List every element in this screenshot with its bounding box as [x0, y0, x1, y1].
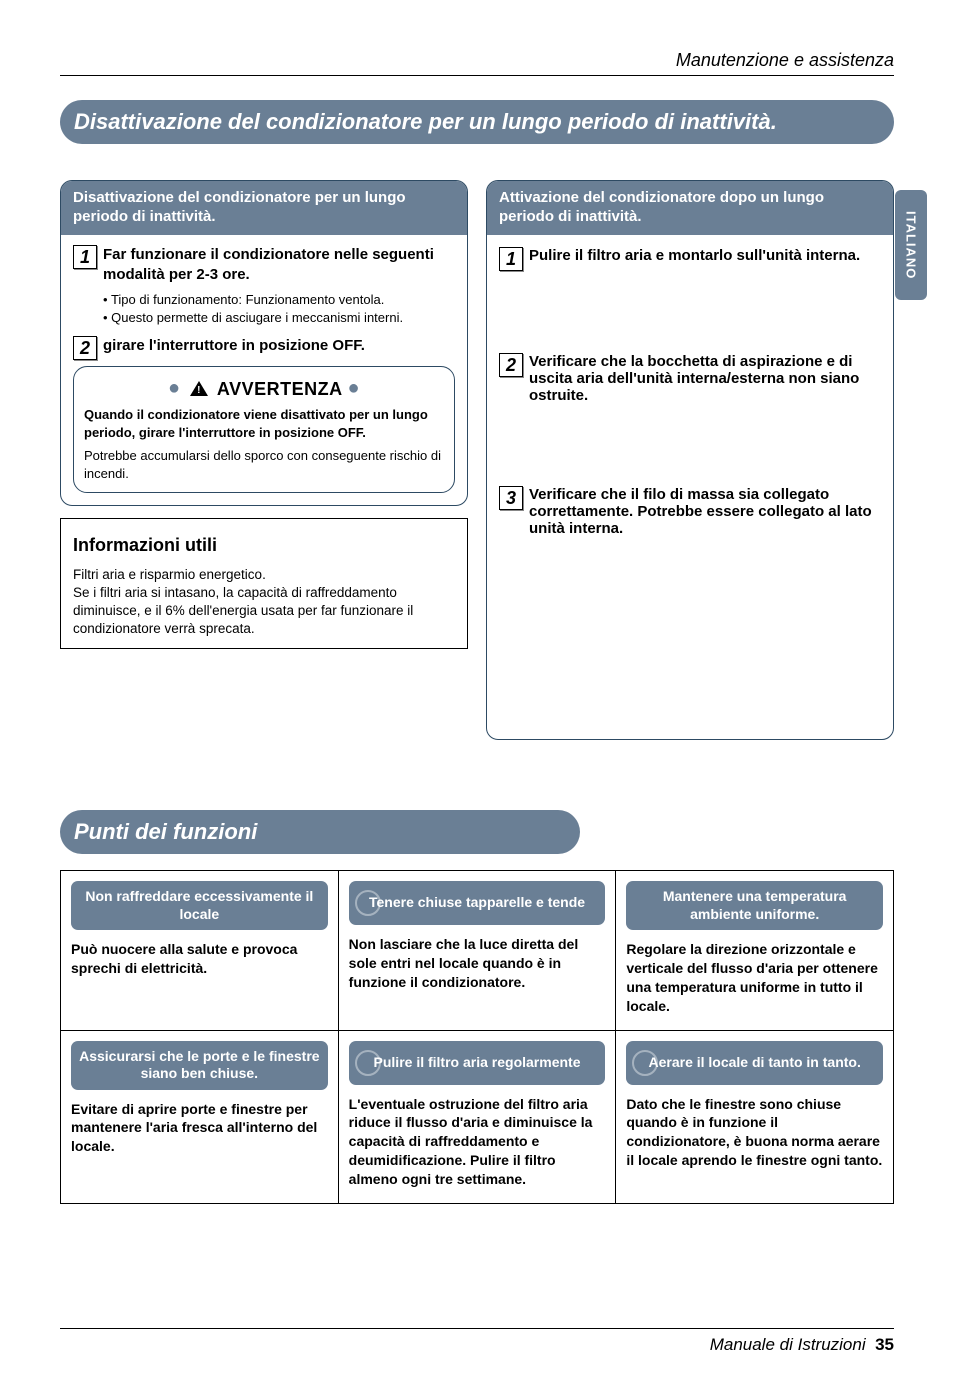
cell-r1c2-text: Non lasciare che la luce diretta del sol… [349, 935, 606, 992]
info-title: Informazioni utili [73, 533, 455, 557]
grid-table: Non raffreddare eccessivamente il locale… [60, 870, 894, 1204]
info-box: Informazioni utili Filtri aria e risparm… [60, 518, 468, 649]
section-title: Manutenzione e assistenza [676, 50, 894, 70]
r-step-2-text: Verificare che la bocchetta di aspirazio… [529, 353, 881, 404]
step-1-number: 1 [73, 245, 97, 269]
right-box: Attivazione del condizionatore dopo un l… [486, 180, 894, 740]
header: Manutenzione e assistenza [60, 50, 894, 76]
cell-r1c3: Mantenere una temperatura ambiente unifo… [616, 871, 894, 1031]
page: Manutenzione e assistenza Disattivazione… [0, 0, 954, 1400]
warning-dot-right-icon: ● [347, 377, 360, 399]
warning-box: ● AVVERTENZA ● Quando il condizionatore … [73, 366, 455, 493]
warning-triangle-icon [190, 381, 208, 396]
cell-r2c3-header: Aerare il locale di tanto in tanto. [626, 1041, 883, 1085]
cell-r2c3-text: Dato che le finestre sono chiuse quando … [626, 1095, 883, 1171]
r-step-3-number: 3 [499, 486, 523, 510]
footer: Manuale di Istruzioni 35 [60, 1328, 894, 1355]
step-1-sub: Tipo di funzionamento: Funzionamento ven… [103, 291, 455, 326]
r-step-1: 1 Pulire il filtro aria e montarlo sull'… [499, 247, 881, 271]
step-1-bullet-1: Tipo di funzionamento: Funzionamento ven… [103, 291, 455, 309]
cell-r1c1-text: Può nuocere alla salute e provoca sprech… [71, 940, 328, 978]
warning-p2: Potrebbe accumularsi dello sporco con co… [84, 447, 444, 482]
footer-label: Manuale di Istruzioni [710, 1335, 866, 1354]
right-box-header: Attivazione del condizionatore dopo un l… [487, 181, 893, 235]
cell-r2c3: Aerare il locale di tanto in tanto. Dato… [616, 1030, 894, 1203]
warning-label: AVVERTENZA [217, 379, 342, 399]
step-2: 2 girare l'interruttore in posizione OFF… [73, 336, 455, 360]
step-1-text: Far funzionare il condizionatore nelle s… [103, 245, 455, 286]
grid-row-2: Assicurarsi che le porte e le finestre s… [61, 1030, 894, 1203]
step-2-number: 2 [73, 336, 97, 360]
banner-punti: Punti dei funzioni [60, 810, 580, 854]
cell-r2c2: Pulire il filtro aria regolarmente L'eve… [338, 1030, 616, 1203]
left-box-body: 1 Far funzionare il condizionatore nelle… [61, 235, 467, 506]
left-box: Disattivazione del condizionatore per un… [60, 180, 468, 506]
r-step-2: 2 Verificare che la bocchetta di aspiraz… [499, 353, 881, 404]
info-body: Filtri aria e risparmio energetico. Se i… [73, 566, 455, 639]
warning-dot-left-icon: ● [168, 377, 181, 399]
left-column: Disattivazione del condizionatore per un… [60, 180, 468, 649]
cell-r2c1-header: Assicurarsi che le porte e le finestre s… [71, 1041, 328, 1090]
cell-r1c1-header: Non raffreddare eccessivamente il locale [71, 881, 328, 930]
grid-row-1: Non raffreddare eccessivamente il locale… [61, 871, 894, 1031]
warning-p1: Quando il condizionatore viene disattiva… [84, 406, 444, 441]
step-1-bullet-2: Questo permette di asciugare i meccanism… [103, 309, 455, 327]
cell-r1c2: Tenere chiuse tapparelle e tende Non las… [338, 871, 616, 1031]
right-column: Attivazione del condizionatore dopo un l… [486, 180, 894, 752]
r-step-3: 3 Verificare che il filo di massa sia co… [499, 486, 881, 537]
r-step-1-text: Pulire il filtro aria e montarlo sull'un… [529, 247, 881, 264]
language-tab-label: ITALIANO [904, 211, 919, 279]
right-steps: 1 Pulire il filtro aria e montarlo sull'… [487, 235, 893, 537]
left-box-header: Disattivazione del condizionatore per un… [61, 181, 467, 235]
cell-r2c1-text: Evitare di aprire porte e finestre per m… [71, 1100, 328, 1157]
cell-r2c2-header: Pulire il filtro aria regolarmente [349, 1041, 606, 1085]
cell-r1c3-header: Mantenere una temperatura ambiente unifo… [626, 881, 883, 930]
step-2-title: girare l'interruttore in posizione OFF. [103, 336, 455, 356]
header-rule [60, 75, 894, 76]
banner-disattivazione: Disattivazione del condizionatore per un… [60, 100, 894, 144]
step-1-title: Far funzionare il condizionatore nelle s… [103, 245, 455, 286]
step-1: 1 Far funzionare il condizionatore nelle… [73, 245, 455, 286]
cell-r2c2-text: L'eventuale ostruzione del filtro aria r… [349, 1095, 606, 1189]
language-tab: ITALIANO [895, 190, 927, 300]
footer-page: 35 [875, 1335, 894, 1354]
cell-r2c1: Assicurarsi che le porte e le finestre s… [61, 1030, 339, 1203]
cell-r1c3-text: Regolare la direzione orizzontale e vert… [626, 940, 883, 1016]
step-2-text: girare l'interruttore in posizione OFF. [103, 336, 455, 356]
r-step-2-number: 2 [499, 353, 523, 377]
r-step-3-text: Verificare che il filo di massa sia coll… [529, 486, 881, 537]
two-columns: Disattivazione del condizionatore per un… [60, 180, 894, 752]
warning-title: ● AVVERTENZA ● [84, 375, 444, 402]
r-step-1-number: 1 [499, 247, 523, 271]
cell-r1c1: Non raffreddare eccessivamente il locale… [61, 871, 339, 1031]
banner-text: Disattivazione del condizionatore per un… [74, 109, 777, 135]
cell-r1c2-header: Tenere chiuse tapparelle e tende [349, 881, 606, 925]
banner-punti-text: Punti dei funzioni [74, 819, 257, 845]
